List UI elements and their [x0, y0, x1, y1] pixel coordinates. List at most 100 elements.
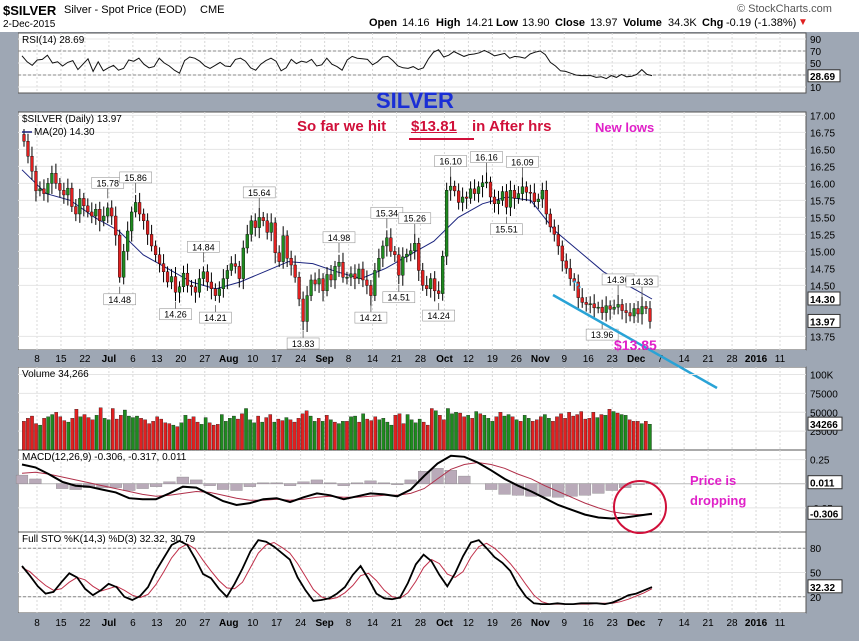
volume-bar: [373, 416, 378, 451]
macd-highlight-circle: [613, 480, 667, 534]
macd-hist-bar: [391, 483, 404, 485]
volume-bar: [276, 418, 281, 451]
macd-hist-bar: [56, 483, 69, 489]
volume-bar: [26, 418, 30, 451]
volume-bar: [337, 423, 341, 451]
candle-body: [161, 263, 166, 273]
volume-bar: [603, 415, 608, 451]
volume-bar: [349, 416, 353, 451]
candle-body: [361, 268, 365, 281]
candle-body: [500, 191, 505, 201]
candle-body: [464, 196, 469, 199]
volume-bar: [62, 420, 67, 451]
volume-bar: [232, 415, 236, 451]
x-tick-label: 8: [346, 618, 352, 629]
swing-label: 14.48: [108, 295, 131, 305]
candle-body: [138, 202, 142, 215]
volume-bar: [466, 415, 470, 451]
swing-label-box: [382, 291, 416, 304]
candle-body: [122, 251, 126, 278]
volume-bar: [644, 421, 648, 451]
volume-bar: [450, 413, 454, 451]
macd-hist-bar: [458, 475, 471, 484]
volume-bar: [559, 413, 563, 451]
candle-body: [425, 285, 429, 289]
candle-body: [118, 234, 122, 278]
x-tick-label: Jul: [102, 354, 117, 365]
price-value-label: 13.97: [810, 317, 835, 328]
volume-bar: [619, 414, 624, 451]
volume-bar: [385, 421, 390, 451]
x-tick-label: Sep: [315, 354, 333, 365]
x-tick-label: 6: [130, 618, 136, 629]
y-tick-label: 10: [810, 83, 822, 94]
candle-body: [269, 222, 273, 233]
chg-label: Chg: [702, 17, 724, 29]
chart-header: [0, 0, 859, 32]
candle-body: [608, 305, 612, 310]
candle-body: [353, 273, 357, 279]
candle-body: [449, 185, 453, 191]
candle-body: [496, 200, 501, 204]
candle-body: [437, 290, 441, 294]
x-tick-label: Oct: [436, 618, 453, 629]
macd-hist-bar: [525, 483, 538, 497]
y-tick-label: 50000: [810, 408, 838, 419]
volume-bar: [320, 421, 325, 451]
volume-bar: [575, 414, 579, 451]
price-panel: [17, 111, 807, 351]
y-tick-label: 0.25: [810, 456, 830, 467]
low-label: Low: [496, 17, 518, 29]
symbol-label: $SILVER: [3, 3, 57, 18]
volume-value: 34.3K: [668, 17, 697, 29]
candle-body: [476, 186, 481, 194]
candle-body: [620, 304, 624, 311]
volume-bar: [539, 416, 543, 451]
candle-body: [600, 306, 604, 313]
volume-bar: [22, 421, 26, 451]
after-hours-suffix: in After hrs: [472, 118, 552, 135]
candle-body: [205, 271, 210, 283]
rsi-value-label: 28.69: [810, 72, 835, 83]
volume-bar: [147, 423, 151, 451]
candle-body: [102, 215, 106, 221]
volume-bar: [248, 419, 252, 451]
candle-body: [417, 243, 421, 271]
swing-label-box: [187, 240, 220, 253]
volume-bar: [38, 424, 42, 451]
x-tick-label: 2016: [745, 354, 768, 365]
candle-body: [273, 222, 277, 253]
symbol-description: Silver - Spot Price (EOD): [64, 4, 187, 16]
x-tick-label: 23: [607, 354, 619, 365]
volume-bar: [240, 413, 244, 451]
macd-value-label: 0.011: [810, 479, 835, 490]
candle-body: [381, 245, 385, 259]
candle-body: [556, 234, 560, 247]
swing-label: 14.33: [631, 277, 654, 287]
volume-bar: [74, 409, 79, 451]
swing-label-box: [470, 151, 503, 163]
x-tick-label: 6: [130, 354, 136, 365]
x-tick-label: 15: [55, 618, 67, 629]
candle-body: [142, 213, 146, 222]
y-tick-label: 75000: [810, 389, 838, 400]
candle-body: [74, 206, 78, 215]
volume-bar: [272, 421, 277, 451]
volume-bar: [220, 414, 224, 451]
volume-bar: [256, 415, 260, 451]
volume-bar: [434, 410, 438, 451]
volume-bar: [615, 412, 620, 451]
candle-body: [472, 188, 477, 194]
x-axis-strip: [18, 613, 806, 632]
macd-hist-bar: [337, 483, 350, 486]
ma-legend-label: MA(20) 14.30: [34, 127, 95, 138]
open-value: 14.16: [402, 17, 430, 29]
x-tick-label: Dec: [627, 354, 646, 365]
x-tick-label: 7: [657, 354, 663, 365]
candle-body: [110, 207, 114, 217]
volume-bar: [215, 424, 220, 451]
swing-label: 15.51: [495, 225, 518, 235]
macd-hist-bar: [418, 471, 431, 484]
candle-body: [644, 306, 648, 309]
candle-body: [341, 262, 345, 278]
